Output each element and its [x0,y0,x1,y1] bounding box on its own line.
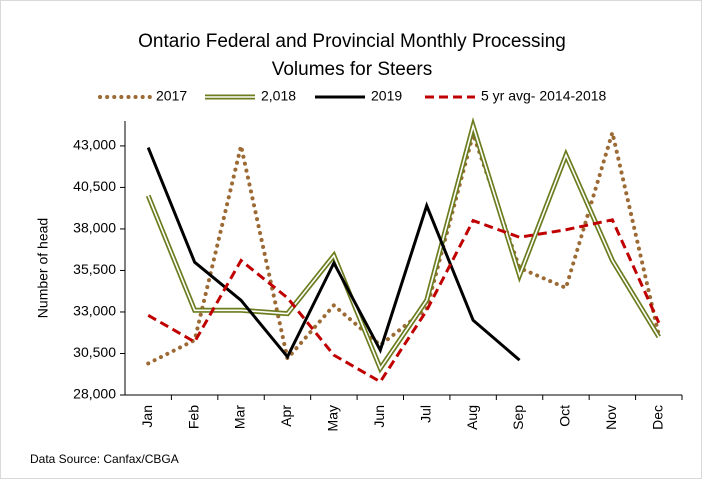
series-line-inner [147,123,660,371]
x-tick-label: Feb [185,405,201,429]
y-tick-label: 35,500 [73,261,116,277]
y-tick-label: 40,500 [73,178,116,194]
series-line [147,218,661,384]
y-tick-label: 33,000 [73,303,116,319]
legend-label: 2,018 [261,88,296,104]
x-tick-label: Oct [557,405,573,427]
x-tick-label: Jul [417,405,433,423]
x-tick-label: Jan [139,405,155,428]
y-tick-label: 43,000 [73,137,116,153]
chart-title: Ontario Federal and Provincial Monthly P… [138,31,566,52]
x-tick-label: Nov [603,405,619,430]
legend-label: 2019 [371,88,402,104]
series-line [146,124,661,366]
x-tick-label: Mar [232,405,248,429]
x-tick-label: Jun [371,405,387,428]
y-tick-label: 30,500 [73,344,116,360]
y-tick-label: 28,000 [73,386,116,402]
legend-label: 2017 [156,88,187,104]
x-tick-label: Dec [649,405,665,430]
x-tick-label: Apr [278,405,294,427]
x-tick-label: Sep [510,405,526,430]
legend-label: 5 yr avg- 2014-2018 [481,88,607,104]
x-tick-label: May [325,405,341,431]
source-note: Data Source: Canfax/CBGA [30,452,179,466]
y-axis-label: Number of head [35,218,51,318]
y-tick-label: 38,000 [73,220,116,236]
x-tick-label: Aug [464,405,480,430]
chart-title: Volumes for Steers [272,59,433,80]
series-line [146,147,521,362]
